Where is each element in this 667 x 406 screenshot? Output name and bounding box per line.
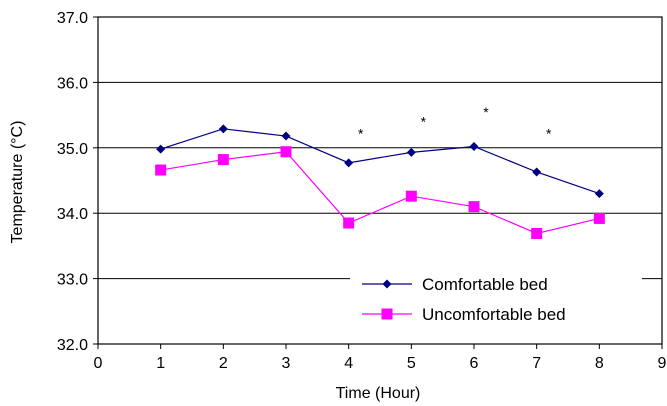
- y-tick-label: 32.0: [57, 337, 88, 354]
- plot-area: [97, 16, 663, 345]
- x-tick-label: 2: [219, 355, 228, 372]
- data-point-square: [343, 217, 355, 229]
- data-point-diamond: [406, 147, 416, 157]
- x-tick-label: 7: [532, 355, 541, 372]
- significance-marker: *: [546, 125, 552, 141]
- y-tick-label: 33.0: [57, 272, 88, 289]
- data-point-diamond: [281, 131, 291, 141]
- y-axis-title: Temperature (°C): [9, 121, 26, 244]
- series: [155, 124, 605, 239]
- data-point-diamond: [156, 144, 166, 154]
- series-line-1: [160, 151, 600, 235]
- data-point-square: [468, 201, 480, 213]
- data-point-square: [593, 212, 605, 224]
- data-point-square: [155, 164, 167, 176]
- y-tick-label: 37.0: [57, 10, 88, 27]
- legend-marker-uncomfortable: [381, 308, 393, 320]
- data-point-square: [280, 146, 292, 158]
- significance-marker: *: [483, 104, 489, 120]
- data-point-square: [217, 154, 229, 166]
- legend-marker-comfortable: [382, 279, 392, 289]
- x-tick-label: 5: [407, 355, 416, 372]
- x-tick-label: 0: [94, 355, 103, 372]
- y-tick-label: 34.0: [57, 206, 88, 223]
- data-point-diamond: [344, 158, 354, 168]
- x-tick-label: 3: [282, 355, 291, 372]
- axis-ticks: 32.0 33.0 34.0 35.0 36.0 37.0 0 1 2 3 4 5 6 7 8 9: [57, 10, 667, 372]
- grid: [98, 81, 662, 280]
- significance-marker: *: [421, 114, 427, 130]
- x-tick-label: 9: [658, 355, 667, 372]
- data-point-diamond: [532, 167, 542, 177]
- y-tick-label: 36.0: [57, 75, 88, 92]
- significance-marker: *: [358, 125, 364, 141]
- x-tick-label: 1: [156, 355, 165, 372]
- x-tick-label: 8: [595, 355, 604, 372]
- data-point-diamond: [469, 141, 479, 151]
- series-line-0: [160, 128, 600, 195]
- legend-box: [350, 262, 642, 334]
- data-point-square: [531, 227, 543, 239]
- legend: Comfortable bed Uncomfortable bed: [350, 262, 642, 334]
- data-point-diamond: [594, 189, 604, 199]
- legend-label-comfortable: Comfortable bed: [422, 275, 548, 294]
- y-tick-label: 35.0: [57, 141, 88, 158]
- x-axis-title: Time (Hour): [336, 385, 421, 402]
- legend-label-uncomfortable: Uncomfortable bed: [422, 305, 566, 324]
- x-tick-label: 6: [470, 355, 479, 372]
- data-point-diamond: [218, 124, 228, 134]
- annotations: * * * *: [358, 104, 552, 142]
- x-tick-label: 4: [344, 355, 353, 372]
- data-point-square: [405, 190, 417, 202]
